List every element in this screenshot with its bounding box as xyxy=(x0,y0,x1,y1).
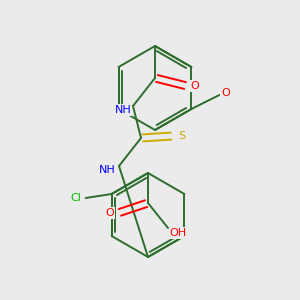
Text: OH: OH xyxy=(169,228,187,238)
Text: NH: NH xyxy=(115,105,131,115)
Text: O: O xyxy=(190,81,200,91)
Text: O: O xyxy=(221,88,230,98)
Text: NH: NH xyxy=(99,165,116,175)
Text: Cl: Cl xyxy=(70,193,81,203)
Text: O: O xyxy=(106,208,114,218)
Text: S: S xyxy=(178,131,186,141)
